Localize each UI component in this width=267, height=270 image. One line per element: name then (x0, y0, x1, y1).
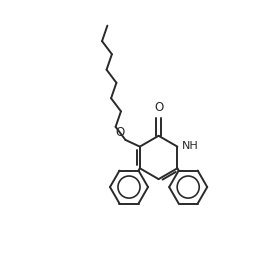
Text: O: O (116, 126, 125, 139)
Text: O: O (154, 102, 163, 114)
Text: NH: NH (182, 141, 199, 151)
